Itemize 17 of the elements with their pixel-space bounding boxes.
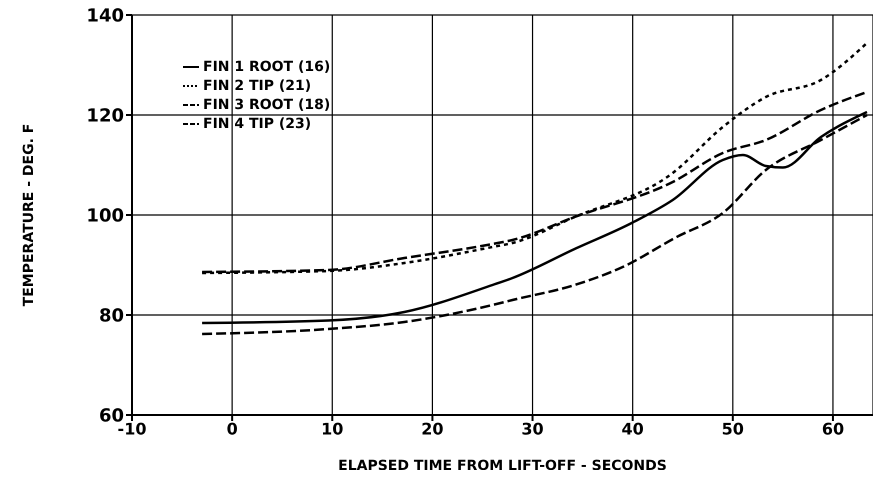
y-tick-label: 140	[86, 5, 124, 26]
legend-label: FIN 4 TIP (23)	[203, 116, 312, 132]
legend-label: FIN 3 ROOT (18)	[203, 97, 330, 113]
x-tick-label: 30	[521, 419, 544, 438]
legend-label: FIN 1 ROOT (16)	[203, 59, 330, 75]
x-tick-label: 40	[622, 419, 644, 438]
x-tick-label: 0	[226, 419, 238, 438]
x-tick-label: 10	[321, 419, 344, 438]
x-axis-title: ELAPSED TIME FROM LIFT-OFF - SECONDS	[338, 458, 667, 474]
legend-label: FIN 2 TIP (21)	[203, 78, 312, 94]
y-tick-label: 120	[86, 105, 124, 126]
x-tick-label: 60	[822, 419, 844, 438]
y-tick-label: 80	[98, 305, 124, 326]
y-axis-title: TEMPERATURE - DEG. F	[20, 124, 37, 306]
y-tick-label: 100	[86, 205, 124, 226]
x-tick-label: 50	[722, 419, 744, 438]
x-tick-label: 20	[421, 419, 444, 438]
